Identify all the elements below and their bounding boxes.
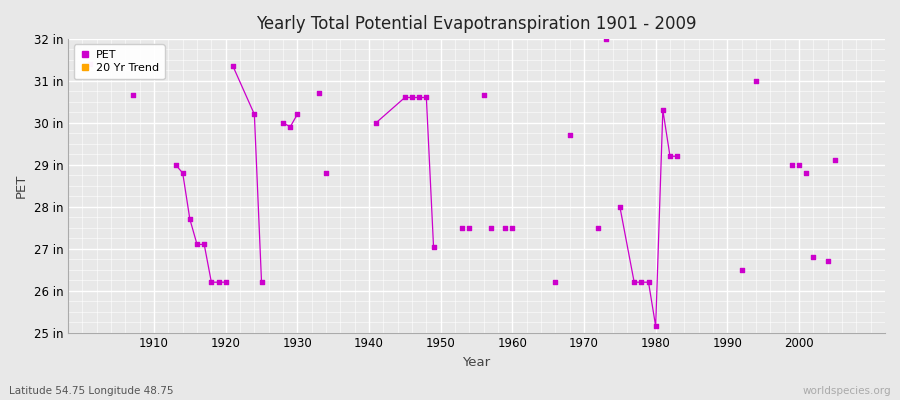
- Point: [749, 78, 763, 84]
- Point: [505, 224, 519, 231]
- X-axis label: Year: Year: [463, 356, 491, 369]
- Point: [82, 61, 96, 67]
- Point: [613, 204, 627, 210]
- Point: [419, 94, 434, 101]
- Point: [197, 241, 211, 248]
- Point: [642, 279, 656, 286]
- Point: [548, 279, 562, 286]
- Point: [562, 132, 577, 138]
- Point: [398, 94, 412, 101]
- Point: [226, 63, 240, 69]
- Point: [255, 279, 269, 286]
- Point: [190, 241, 204, 248]
- Point: [369, 120, 383, 126]
- Point: [168, 162, 183, 168]
- Point: [483, 224, 498, 231]
- Point: [463, 224, 477, 231]
- Point: [662, 153, 677, 160]
- Point: [248, 111, 262, 118]
- Point: [183, 216, 197, 222]
- Point: [455, 224, 470, 231]
- Point: [627, 279, 642, 286]
- Point: [734, 266, 749, 273]
- Point: [591, 224, 606, 231]
- Point: [598, 36, 613, 42]
- Point: [125, 92, 140, 98]
- Point: [476, 92, 491, 98]
- Point: [219, 279, 233, 286]
- Text: Latitude 54.75 Longitude 48.75: Latitude 54.75 Longitude 48.75: [9, 386, 174, 396]
- Point: [828, 157, 842, 164]
- Point: [204, 279, 219, 286]
- Point: [319, 170, 333, 176]
- Point: [792, 162, 806, 168]
- Point: [649, 323, 663, 330]
- Point: [283, 124, 297, 130]
- Legend: PET, 20 Yr Trend: PET, 20 Yr Trend: [74, 44, 165, 79]
- Point: [670, 153, 684, 160]
- Point: [212, 279, 226, 286]
- Point: [655, 107, 670, 113]
- Point: [799, 170, 814, 176]
- Point: [275, 120, 290, 126]
- Title: Yearly Total Potential Evapotranspiration 1901 - 2009: Yearly Total Potential Evapotranspiratio…: [256, 15, 697, 33]
- Point: [634, 279, 649, 286]
- Point: [806, 254, 821, 260]
- Point: [785, 162, 799, 168]
- Point: [290, 111, 304, 118]
- Point: [498, 224, 512, 231]
- Point: [821, 258, 835, 264]
- Point: [405, 94, 419, 101]
- Point: [427, 243, 441, 250]
- Point: [311, 90, 326, 96]
- Point: [176, 170, 190, 176]
- Point: [412, 94, 427, 101]
- Y-axis label: PET: PET: [15, 174, 28, 198]
- Text: worldspecies.org: worldspecies.org: [803, 386, 891, 396]
